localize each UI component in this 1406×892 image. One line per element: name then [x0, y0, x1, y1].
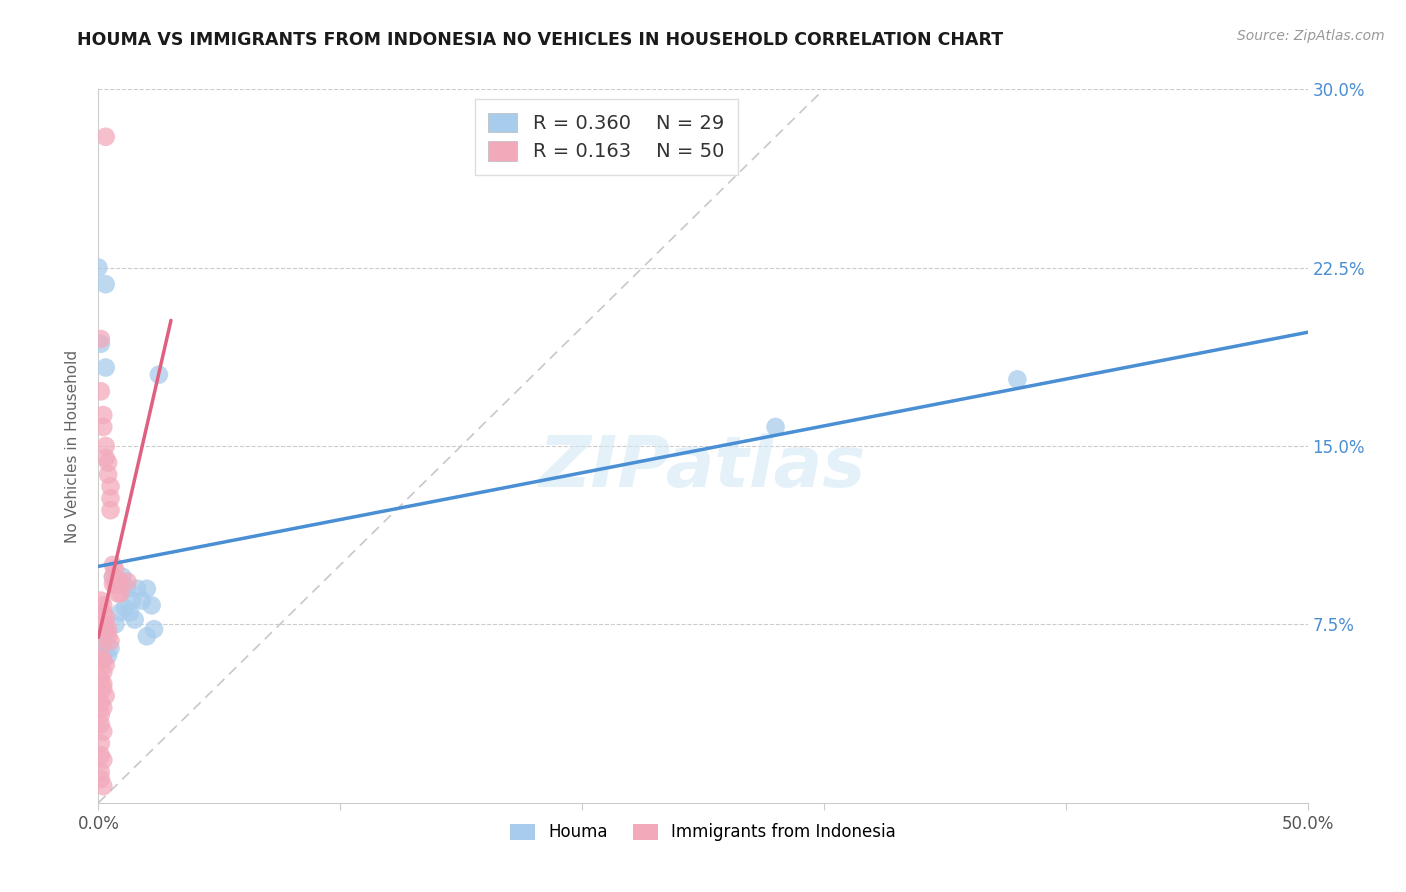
Y-axis label: No Vehicles in Household: No Vehicles in Household — [65, 350, 80, 542]
Point — [104, 563, 127, 577]
Point — [117, 574, 139, 589]
Text: HOUMA VS IMMIGRANTS FROM INDONESIA NO VEHICLES IN HOUSEHOLD CORRELATION CHART: HOUMA VS IMMIGRANTS FROM INDONESIA NO VE… — [77, 31, 1004, 49]
Point — [101, 558, 124, 572]
Point — [135, 582, 157, 596]
Point — [135, 629, 157, 643]
Point — [90, 707, 112, 722]
Point — [90, 653, 112, 667]
Point — [114, 600, 136, 615]
Point — [148, 368, 170, 382]
Point — [100, 503, 122, 517]
Point — [100, 479, 122, 493]
Point — [101, 577, 124, 591]
Point — [90, 646, 112, 660]
Point — [104, 577, 127, 591]
Legend: Houma, Immigrants from Indonesia: Houma, Immigrants from Indonesia — [503, 817, 903, 848]
Point — [97, 629, 120, 643]
Point — [100, 634, 122, 648]
Point — [97, 648, 120, 663]
Point — [91, 724, 114, 739]
Point — [104, 617, 127, 632]
Text: Source: ZipAtlas.com: Source: ZipAtlas.com — [1237, 29, 1385, 43]
Point — [107, 577, 129, 591]
Point — [91, 681, 114, 696]
Point — [91, 753, 114, 767]
Point — [111, 570, 134, 584]
Point — [91, 677, 114, 691]
Point — [97, 467, 120, 482]
Point — [108, 586, 131, 600]
Point — [94, 617, 117, 632]
Point — [87, 260, 110, 275]
Point — [90, 772, 112, 786]
Point — [91, 779, 114, 793]
Point — [101, 570, 124, 584]
Point — [91, 599, 114, 613]
Point — [94, 439, 117, 453]
Point — [100, 491, 122, 506]
Point — [90, 641, 112, 656]
Point — [90, 736, 112, 750]
Point — [94, 629, 117, 643]
Point — [765, 420, 787, 434]
Point — [94, 450, 117, 465]
Point — [90, 748, 112, 763]
Point — [141, 599, 163, 613]
Point — [91, 641, 114, 656]
Point — [143, 622, 166, 636]
Point — [94, 129, 117, 144]
Point — [91, 408, 114, 422]
Point — [90, 696, 112, 710]
Point — [124, 613, 146, 627]
Point — [107, 574, 129, 589]
Point — [90, 336, 112, 351]
Point — [108, 574, 131, 589]
Point — [97, 456, 120, 470]
Point — [127, 582, 149, 596]
Point — [107, 586, 129, 600]
Point — [90, 332, 112, 346]
Point — [91, 665, 114, 679]
Point — [100, 641, 122, 656]
Text: ZIPatlas: ZIPatlas — [540, 433, 866, 502]
Point — [90, 764, 112, 779]
Point — [121, 593, 143, 607]
Point — [91, 646, 114, 660]
Point — [97, 622, 120, 636]
Point — [90, 672, 112, 686]
Point — [94, 360, 117, 375]
Point — [91, 420, 114, 434]
Point — [108, 606, 131, 620]
Point — [117, 582, 139, 596]
Point — [94, 610, 117, 624]
Point — [1007, 372, 1029, 386]
Point — [94, 657, 117, 672]
Point — [101, 570, 124, 584]
Point — [131, 593, 153, 607]
Point — [91, 700, 114, 714]
Point — [90, 593, 112, 607]
Point — [91, 606, 114, 620]
Point — [91, 653, 114, 667]
Point — [94, 689, 117, 703]
Point — [90, 717, 112, 731]
Point — [94, 277, 117, 292]
Point — [118, 606, 141, 620]
Point — [90, 384, 112, 399]
